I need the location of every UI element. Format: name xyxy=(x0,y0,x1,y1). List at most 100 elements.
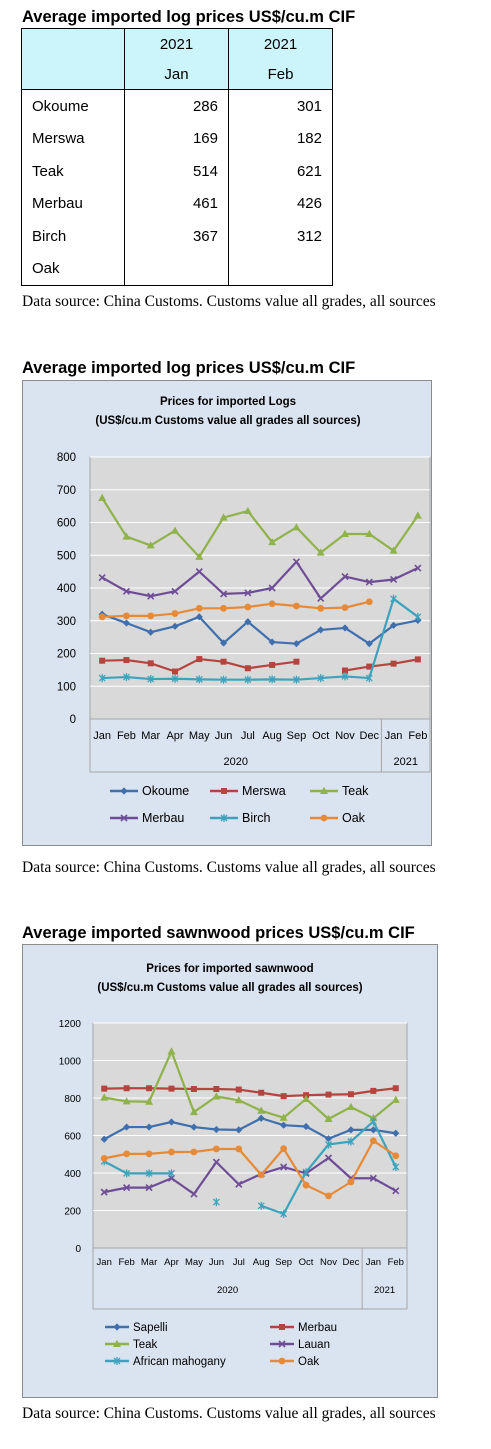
data-point xyxy=(342,667,348,674)
y-tick-label: 100 xyxy=(57,681,76,693)
series-line xyxy=(344,658,419,672)
data-point xyxy=(302,1168,310,1177)
data-point xyxy=(258,1089,265,1096)
series-line xyxy=(104,1087,396,1098)
legend-entry: Oak xyxy=(310,811,366,825)
data-point xyxy=(172,668,178,675)
legend-marker xyxy=(279,1324,285,1330)
row-name: Teak xyxy=(21,155,125,188)
legend-label: Lauan xyxy=(298,1339,330,1351)
data-point xyxy=(123,612,130,620)
y-tick-label: 800 xyxy=(57,452,76,464)
y-tick-label: 200 xyxy=(64,1207,81,1218)
data-point xyxy=(347,1091,354,1098)
series-teak xyxy=(98,493,422,560)
series-merbau xyxy=(98,558,422,603)
data-point xyxy=(220,675,228,684)
data-point xyxy=(257,1106,266,1114)
series-line xyxy=(104,1050,397,1121)
year-label: 2021 xyxy=(374,1285,395,1296)
chart-subtitle: (US$/cu.m Customs value all grades all s… xyxy=(97,982,362,994)
y-tick-label: 600 xyxy=(57,518,76,530)
data-point xyxy=(167,1047,176,1055)
header-col1-month: Jan xyxy=(124,59,229,90)
data-point xyxy=(235,1145,243,1153)
series-line xyxy=(103,1117,396,1141)
data-point xyxy=(366,663,373,670)
data-point xyxy=(235,1180,243,1188)
data-point xyxy=(369,1174,377,1182)
data-point xyxy=(390,660,397,667)
data-point xyxy=(98,573,106,582)
data-point xyxy=(122,1097,131,1105)
legend-label: Oak xyxy=(298,1356,319,1368)
data-point xyxy=(365,674,373,683)
data-point xyxy=(341,604,349,612)
data-point xyxy=(317,594,325,603)
data-point xyxy=(145,1184,153,1192)
legend-label: Oak xyxy=(342,811,366,825)
data-point xyxy=(123,657,130,664)
row-jan xyxy=(124,252,229,286)
data-point xyxy=(147,675,155,684)
data-point xyxy=(346,1102,355,1110)
data-point xyxy=(370,1087,377,1094)
data-point xyxy=(244,665,251,672)
data-point xyxy=(392,1187,400,1195)
data-point xyxy=(147,660,154,667)
data-point xyxy=(244,589,252,597)
table-row: Merswa 169 182 xyxy=(21,122,333,155)
data-point xyxy=(325,1140,332,1149)
data-point xyxy=(235,1086,242,1093)
data-point xyxy=(302,1181,310,1189)
legend-marker xyxy=(278,1340,286,1348)
data-point xyxy=(325,1091,332,1098)
data-point xyxy=(280,1209,288,1218)
row-feb: 312 xyxy=(228,220,333,253)
data-point xyxy=(145,1169,153,1178)
x-tick-label: Jul xyxy=(233,1257,245,1268)
y-tick-label: 700 xyxy=(57,485,76,497)
data-point xyxy=(171,610,179,617)
legend-entry: Lauan xyxy=(270,1339,330,1351)
year-label: 2020 xyxy=(217,1285,238,1296)
legend-marker xyxy=(221,788,227,794)
year-label: 2021 xyxy=(393,756,417,768)
legend-marker xyxy=(113,1357,121,1365)
legend-entry: Merbau xyxy=(270,1322,337,1334)
legend-entry: African mahogany xyxy=(105,1356,226,1368)
row-jan: 169 xyxy=(124,122,229,155)
legend-entry: Okoume xyxy=(110,784,189,798)
x-tick-label: Mar xyxy=(141,730,160,742)
data-point xyxy=(190,1086,197,1092)
data-point xyxy=(189,1107,198,1116)
data-point xyxy=(392,1152,400,1160)
data-point xyxy=(347,1178,355,1186)
x-tick-label: Feb xyxy=(388,1257,404,1268)
x-tick-label: Jun xyxy=(215,730,233,742)
legend-label: Sapelli xyxy=(133,1322,168,1334)
y-tick-label: 400 xyxy=(64,1169,81,1180)
x-tick-label: Jul xyxy=(241,730,255,742)
legend-marker xyxy=(113,1339,121,1347)
x-tick-label: Jan xyxy=(366,1257,381,1268)
data-point xyxy=(391,1095,400,1103)
data-point xyxy=(171,622,179,630)
data-point xyxy=(123,1085,130,1092)
x-tick-label: Jan xyxy=(93,730,111,742)
log-chart-heading: Average imported log prices US$/cu.m CIF xyxy=(22,359,356,377)
table-row: Okoume 286 301 xyxy=(21,89,333,123)
legend-marker xyxy=(320,814,328,822)
row-name: Birch xyxy=(21,220,125,253)
data-point xyxy=(414,564,422,572)
row-name: Okoume xyxy=(21,89,125,123)
legend-marker xyxy=(120,787,128,795)
chart-title: Prices for imported Logs xyxy=(160,396,296,408)
table-heading: Average imported log prices US$/cu.m CIF xyxy=(22,8,356,26)
data-point xyxy=(365,598,373,606)
data-point xyxy=(220,604,227,612)
x-tick-label: Dec xyxy=(342,1257,359,1268)
x-tick-label: Mar xyxy=(141,1257,157,1268)
series-line xyxy=(103,1160,172,1175)
data-point xyxy=(122,587,130,595)
